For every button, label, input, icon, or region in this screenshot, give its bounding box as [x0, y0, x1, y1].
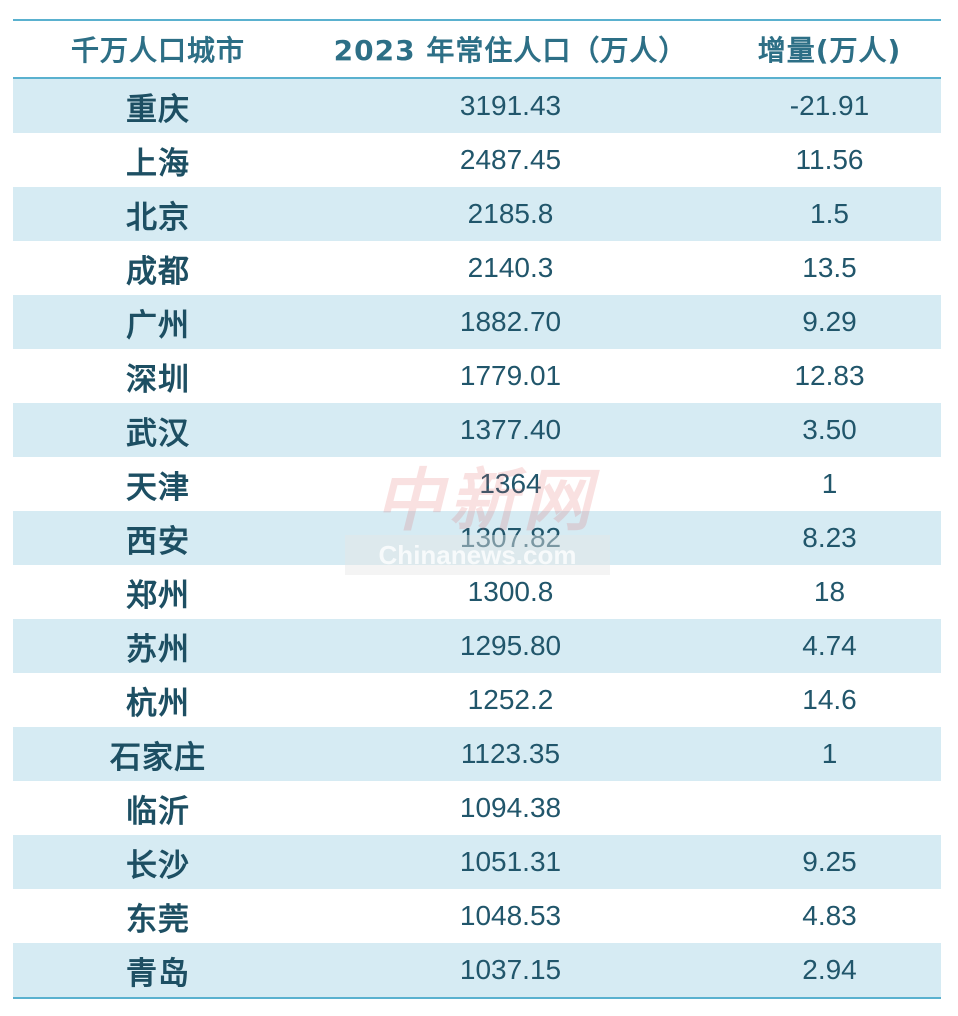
table-row: 广州 1882.70 9.29 [13, 295, 941, 349]
header-row: 千万人口城市 2023 年常住人口（万人） 增量(万人) [13, 21, 941, 78]
increase-cell: 4.74 [718, 619, 941, 673]
population-cell: 2140.3 [467, 252, 554, 283]
population-cell: 1051.31 [303, 835, 718, 889]
increase-cell: 1.5 [718, 187, 941, 241]
table-row: 成都 2140.3 13.5 [13, 241, 941, 295]
city-cell: 临沂 [126, 793, 190, 830]
table-row: 天津 1364 1 [13, 457, 941, 511]
city-cell: 青岛 [13, 943, 303, 997]
increase-cell: 18 [813, 576, 846, 607]
table-row: 石家庄 1123.35 1 [13, 727, 941, 781]
table-row: 西安 1307.82 8.23 [13, 511, 941, 565]
table-row: 北京 2185.8 1.5 [13, 187, 941, 241]
table-row: 深圳 1779.01 12.83 [13, 349, 941, 403]
table-row: 苏州 1295.80 4.74 [13, 619, 941, 673]
increase-cell: 1 [821, 468, 838, 499]
increase-cell: 2.94 [718, 943, 941, 997]
increase-cell: 12.83 [794, 360, 865, 391]
city-cell: 上海 [126, 145, 190, 182]
header-population: 2023 年常住人口（万人） [333, 34, 688, 67]
city-cell: 深圳 [126, 361, 190, 398]
increase-cell: 14.6 [802, 684, 857, 715]
increase-cell: 1 [718, 727, 941, 781]
city-cell: 长沙 [13, 835, 303, 889]
increase-cell: -21.91 [718, 78, 941, 133]
bottom-rule [13, 997, 941, 999]
city-cell: 东莞 [126, 901, 190, 938]
table-row: 青岛 1037.15 2.94 [13, 943, 941, 997]
header-city: 千万人口城市 [70, 34, 245, 67]
city-cell: 天津 [126, 469, 190, 506]
city-cell: 石家庄 [13, 727, 303, 781]
increase-cell [718, 781, 941, 835]
increase-cell: 4.83 [802, 900, 857, 931]
increase-cell: 13.5 [802, 252, 857, 283]
increase-cell: 3.50 [718, 403, 941, 457]
city-cell: 广州 [13, 295, 303, 349]
population-cell: 1295.80 [303, 619, 718, 673]
city-cell: 成都 [126, 253, 190, 290]
top-rule [13, 19, 941, 21]
table-row: 东莞 1048.53 4.83 [13, 889, 941, 943]
increase-cell: 8.23 [718, 511, 941, 565]
table-row: 重庆 3191.43 -21.91 [13, 78, 941, 133]
table-row: 长沙 1051.31 9.25 [13, 835, 941, 889]
population-table: 千万人口城市 2023 年常住人口（万人） 增量(万人) 重庆 3191.43 … [13, 21, 941, 997]
city-cell: 郑州 [126, 577, 190, 614]
city-cell: 北京 [13, 187, 303, 241]
population-cell: 1364 [479, 468, 542, 499]
population-cell: 1779.01 [459, 360, 562, 391]
population-table-container: 千万人口城市 2023 年常住人口（万人） 增量(万人) 重庆 3191.43 … [13, 19, 941, 999]
population-cell: 1377.40 [303, 403, 718, 457]
population-cell: 1123.35 [303, 727, 718, 781]
increase-cell: 11.56 [795, 144, 864, 175]
population-cell: 2185.8 [303, 187, 718, 241]
table-row: 临沂 1094.38 [13, 781, 941, 835]
city-cell: 苏州 [13, 619, 303, 673]
population-cell: 1882.70 [303, 295, 718, 349]
table-row: 杭州 1252.2 14.6 [13, 673, 941, 727]
city-cell: 重庆 [13, 78, 303, 133]
population-cell: 1094.38 [459, 792, 562, 823]
population-cell: 1048.53 [459, 900, 562, 931]
population-cell: 1307.82 [303, 511, 718, 565]
population-cell: 3191.43 [303, 78, 718, 133]
city-cell: 西安 [13, 511, 303, 565]
header-increase: 增量(万人) [757, 34, 902, 67]
city-cell: 杭州 [126, 685, 190, 722]
population-cell: 1252.2 [467, 684, 554, 715]
population-cell: 1037.15 [303, 943, 718, 997]
table-row: 武汉 1377.40 3.50 [13, 403, 941, 457]
city-cell: 武汉 [13, 403, 303, 457]
table-row: 郑州 1300.8 18 [13, 565, 941, 619]
increase-cell: 9.25 [718, 835, 941, 889]
increase-cell: 9.29 [718, 295, 941, 349]
population-cell: 2487.45 [459, 144, 562, 175]
population-cell: 1300.8 [467, 576, 554, 607]
table-row: 上海 2487.45 11.56 [13, 133, 941, 187]
